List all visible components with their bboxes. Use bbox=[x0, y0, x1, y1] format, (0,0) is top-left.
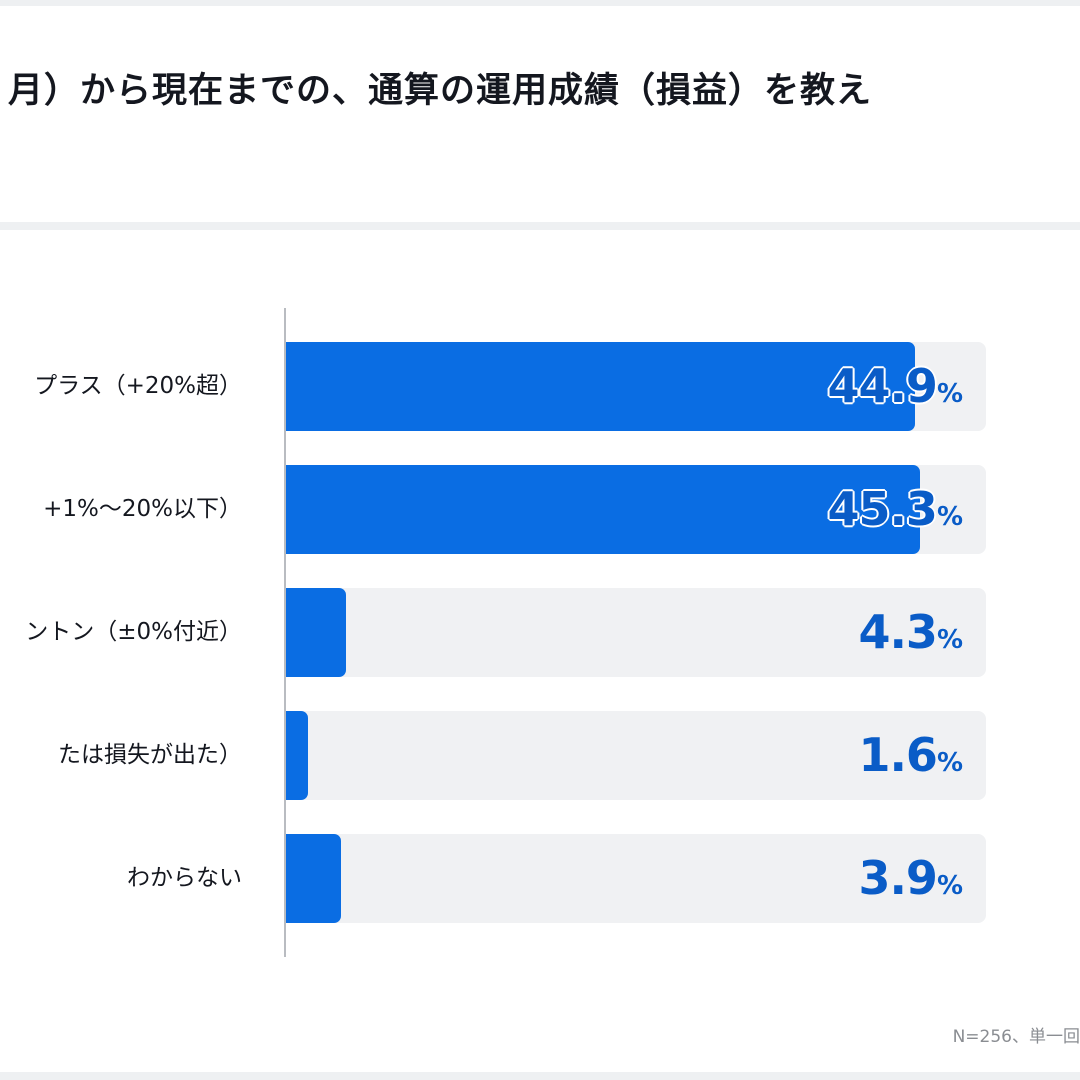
data-label-unit: % bbox=[936, 748, 963, 778]
bar bbox=[286, 465, 921, 554]
y-axis-line bbox=[284, 308, 286, 957]
data-label-value: 44.9 bbox=[827, 359, 937, 413]
data-label-unit: % bbox=[936, 379, 963, 409]
data-label: 3.9% bbox=[858, 834, 963, 923]
bar-track bbox=[286, 465, 986, 554]
bar-row: たは損失が出た） 1.6% bbox=[0, 711, 1080, 800]
bar-row: +1%〜20%以下） 45.3% bbox=[0, 465, 1080, 554]
category-label: ントン（±0%付近） bbox=[25, 619, 242, 645]
data-label: 44.9% bbox=[827, 342, 963, 431]
bar-track bbox=[286, 342, 986, 431]
bar bbox=[286, 711, 309, 800]
bar-row: わからない 3.9% bbox=[0, 834, 1080, 923]
bar bbox=[286, 588, 347, 677]
data-label-unit: % bbox=[936, 625, 963, 655]
bottom-divider bbox=[0, 1072, 1080, 1080]
header-divider bbox=[0, 222, 1080, 230]
bar bbox=[286, 834, 341, 923]
data-label-unit: % bbox=[936, 502, 963, 532]
category-label: わからない bbox=[127, 865, 242, 891]
chart-title: 月）から現在までの、通算の運用成績（損益）を教え bbox=[8, 71, 873, 111]
bar-track bbox=[286, 711, 986, 800]
sample-note: N=256、単一回 bbox=[952, 1027, 1080, 1047]
category-label: +1%〜20%以下） bbox=[43, 496, 242, 522]
bar-track bbox=[286, 834, 986, 923]
bar-row: ントン（±0%付近） 4.3% bbox=[0, 588, 1080, 677]
data-label-value: 4.3 bbox=[858, 605, 937, 659]
bar-row: プラス（+20%超） 44.9% bbox=[0, 342, 1080, 431]
category-label: プラス（+20%超） bbox=[34, 373, 242, 399]
bar-track bbox=[286, 588, 986, 677]
data-label: 4.3% bbox=[858, 588, 963, 677]
category-label: たは損失が出た） bbox=[58, 742, 242, 768]
data-label: 45.3% bbox=[827, 465, 963, 554]
top-divider bbox=[0, 0, 1080, 6]
bar bbox=[286, 342, 915, 431]
data-label-value: 1.6 bbox=[858, 728, 937, 782]
data-label-value: 3.9 bbox=[858, 851, 937, 905]
data-label: 1.6% bbox=[858, 711, 963, 800]
data-label-value: 45.3 bbox=[827, 482, 937, 536]
data-label-unit: % bbox=[936, 871, 963, 901]
